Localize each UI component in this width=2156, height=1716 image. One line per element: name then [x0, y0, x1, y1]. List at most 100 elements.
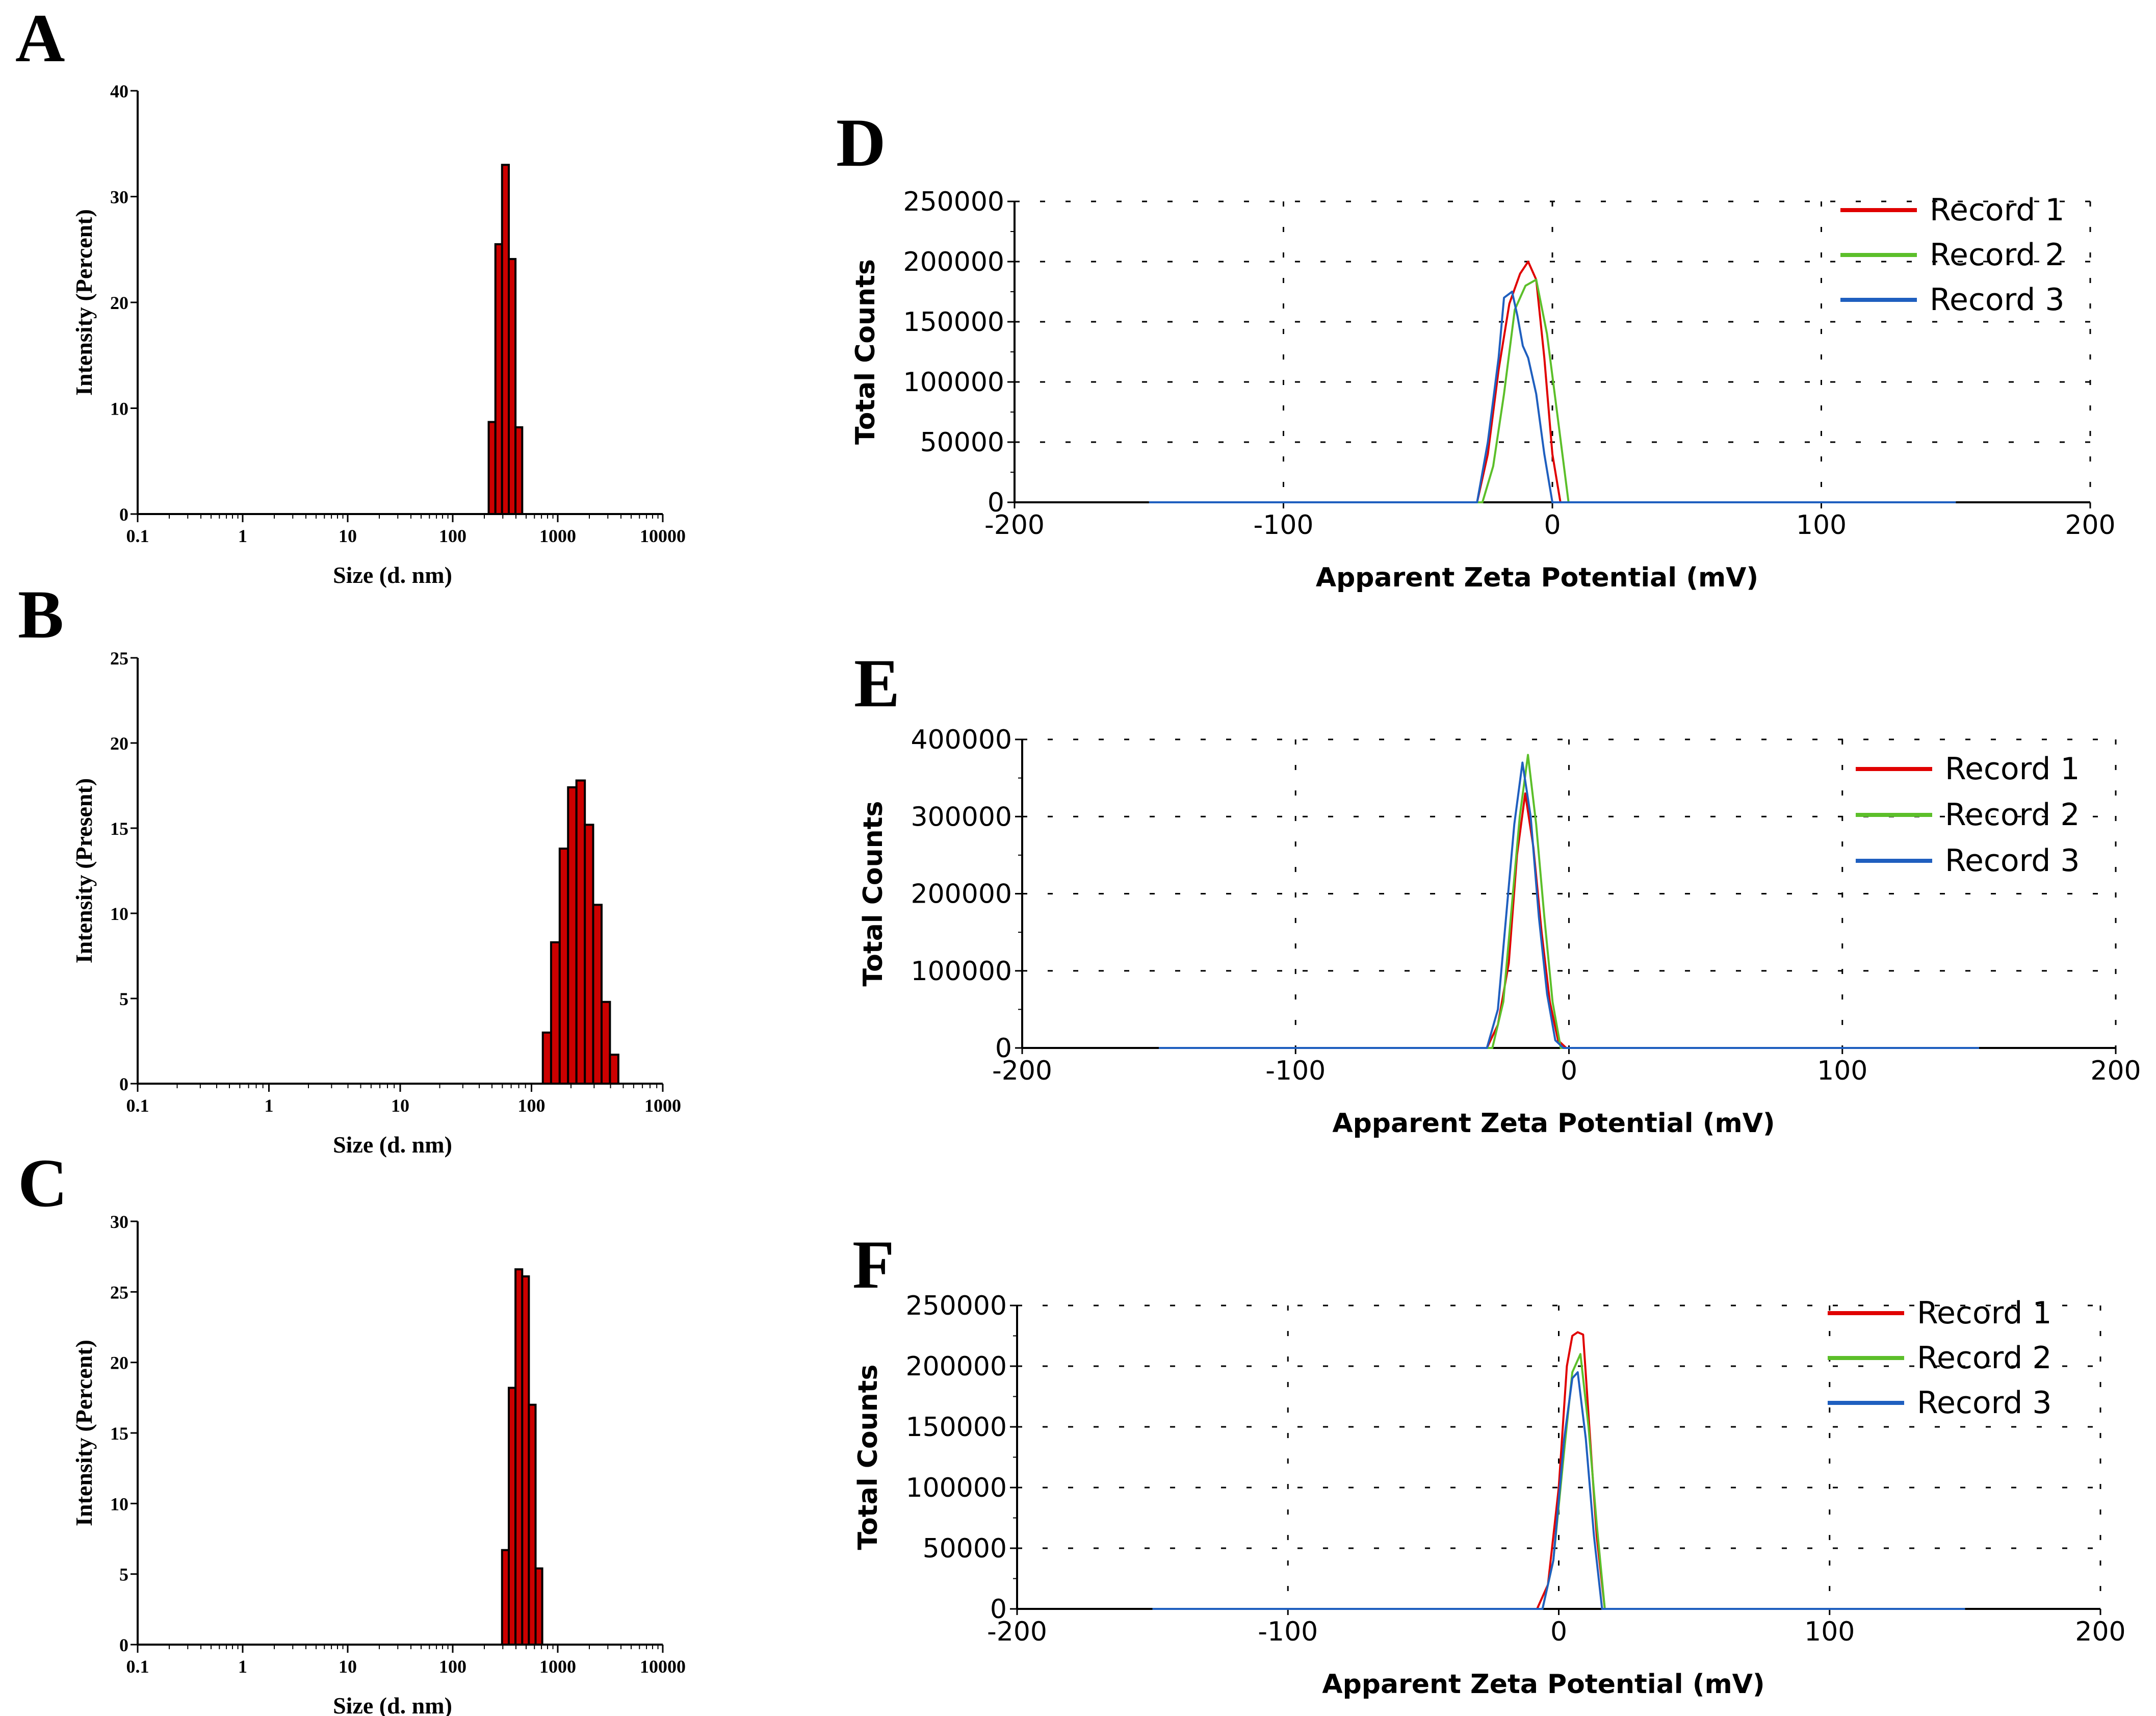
bar-b-0 — [541, 1031, 552, 1085]
x-tick-label: -100 — [1258, 1617, 1318, 1647]
series-line-record-3 — [1149, 291, 1956, 503]
series-line-record-2 — [1149, 278, 1956, 503]
y-tick-label: 100000 — [905, 1473, 1007, 1503]
bar-b-7 — [601, 1001, 611, 1085]
chart-e-zeta-potential: 0 100000 200000 300000 400000 -200 -100 0 100 200… — [858, 725, 2141, 1139]
x-tick-label: 1 — [265, 1095, 274, 1116]
chart-f-zeta-potential: 0 50000 100000 150000 200000 250000 -200 -100 0 1… — [853, 1291, 2126, 1700]
x-tick-label: 10 — [339, 1656, 357, 1677]
bar-b-5 — [584, 824, 594, 1085]
y-tick-label: 30 — [110, 1212, 128, 1232]
legend-label-record-1: Record 1 — [1945, 751, 2080, 787]
bar-c-5 — [534, 1567, 543, 1646]
y-tick-label: 0 — [988, 488, 1004, 518]
x-tick-label: 0 — [1544, 510, 1561, 541]
panel-letter-d: D — [836, 105, 886, 181]
panel-letter-a: A — [15, 1, 65, 76]
x-tick-label: 100 — [1804, 1617, 1855, 1647]
x-tick-label: -200 — [992, 1056, 1052, 1086]
y-tick-label: 100000 — [903, 367, 1004, 398]
legend-label-record-1: Record 1 — [1930, 192, 2065, 228]
legend-label-record-2: Record 2 — [1930, 237, 2065, 273]
y-axis-label: Total Counts — [850, 259, 881, 445]
y-tick-label: 0 — [990, 1594, 1007, 1625]
y-tick-label: 250000 — [905, 1291, 1007, 1321]
x-tick-label: 10 — [391, 1095, 409, 1116]
x-axis-label: Apparent Zeta Potential (mV) — [1322, 1669, 1764, 1700]
series-line-record-2 — [1159, 754, 1979, 1049]
bar-b-6 — [592, 904, 603, 1085]
panel-letter-f: F — [852, 1227, 894, 1303]
x-tick-label: 0.1 — [126, 526, 149, 546]
y-axis-label: Intensity (Percent) — [71, 209, 97, 396]
y-tick-label: 25 — [110, 648, 128, 669]
y-axis-label: Intensity (Percent) — [71, 1340, 97, 1526]
y-tick-label: 250000 — [903, 187, 1004, 217]
y-tick-label: 10 — [110, 1494, 128, 1514]
legend-label-record-3: Record 3 — [1917, 1385, 2052, 1421]
legend-label-record-1: Record 1 — [1917, 1295, 2052, 1331]
x-tick-label: 0.1 — [126, 1656, 149, 1677]
x-tick-label: 10 — [339, 526, 357, 546]
y-tick-label: 20 — [110, 293, 128, 313]
y-tick-label: 100000 — [911, 956, 1012, 987]
y-tick-label: 150000 — [903, 307, 1004, 338]
y-tick-label: 200000 — [905, 1351, 1007, 1382]
y-tick-label: 30 — [110, 187, 128, 208]
x-tick-label: 200 — [2065, 510, 2115, 541]
chart-c-size-distribution: 0 5 10 15 20 25 30 0.1 1 10 100 1000 10000 Size (d. n… — [71, 1212, 686, 1716]
x-tick-label: 0.1 — [126, 1095, 149, 1116]
y-tick-label: 300000 — [911, 802, 1012, 832]
x-axis-label: Apparent Zeta Potential (mV) — [1332, 1108, 1775, 1139]
x-tick-label: 1 — [238, 1656, 247, 1677]
y-tick-label: 50000 — [923, 1533, 1007, 1564]
legend-label-record-2: Record 2 — [1945, 797, 2080, 833]
bar-b-4 — [575, 779, 586, 1085]
x-axis-label: Size (d. nm) — [333, 562, 452, 588]
x-axis-label: Size (d. nm) — [333, 1132, 452, 1158]
chart-b-size-distribution: 0 5 10 15 20 25 0.1 1 10 100 1000 Size (d. nm) Inten… — [71, 648, 681, 1158]
y-tick-label: 25 — [110, 1282, 128, 1302]
y-tick-label: 200000 — [911, 879, 1012, 910]
x-tick-label: 1000 — [644, 1095, 681, 1116]
x-tick-label: 100 — [1817, 1056, 1867, 1086]
panel-letter-c: C — [18, 1145, 68, 1221]
x-axis-label: Size (d. nm) — [333, 1693, 452, 1716]
panel-letter-e: E — [854, 646, 900, 722]
legend-label-record-3: Record 3 — [1930, 282, 2065, 318]
legend-label-record-3: Record 3 — [1945, 843, 2080, 879]
x-tick-label: -200 — [984, 510, 1045, 541]
series-line-record-1 — [1149, 261, 1956, 503]
chart-a-size-distribution: 0 10 20 30 40 0.1 1 10 100 1000 10000 Size (d. nm) I… — [71, 81, 686, 588]
x-tick-label: 1 — [238, 526, 247, 546]
y-tick-label: 0 — [119, 504, 128, 525]
series-line-record-3 — [1159, 761, 1979, 1049]
x-tick-label: 10000 — [640, 1656, 686, 1677]
x-tick-label: 100 — [439, 1656, 466, 1677]
x-tick-label: 200 — [2075, 1617, 2125, 1647]
y-tick-label: 20 — [110, 1353, 128, 1373]
bar-a-4 — [514, 426, 524, 515]
x-tick-label: 100 — [518, 1095, 546, 1116]
y-tick-label: 200000 — [903, 247, 1004, 277]
x-tick-label: -100 — [1265, 1056, 1326, 1086]
x-tick-label: -200 — [987, 1617, 1047, 1647]
y-tick-label: 0 — [119, 1074, 128, 1094]
y-tick-label: 400000 — [911, 725, 1012, 755]
bar-b-8 — [609, 1054, 619, 1085]
x-tick-label: 100 — [1796, 510, 1847, 541]
y-tick-label: 20 — [110, 733, 128, 754]
chart-d-zeta-potential: 0 50000 100000 150000 200000 250000 -200 -100 0 1… — [850, 187, 2116, 593]
legend-label-record-2: Record 2 — [1917, 1340, 2052, 1376]
y-tick-label: 10 — [110, 399, 128, 419]
y-tick-label: 50000 — [920, 427, 1004, 458]
y-tick-label: 15 — [110, 1423, 128, 1444]
bar-b-1 — [550, 941, 561, 1085]
x-tick-label: -100 — [1253, 510, 1313, 541]
y-tick-label: 150000 — [905, 1412, 1007, 1443]
bar-b-2 — [558, 848, 569, 1085]
panel-letter-b: B — [18, 577, 64, 653]
y-tick-label: 10 — [110, 904, 128, 924]
x-tick-label: 0 — [1550, 1617, 1567, 1647]
